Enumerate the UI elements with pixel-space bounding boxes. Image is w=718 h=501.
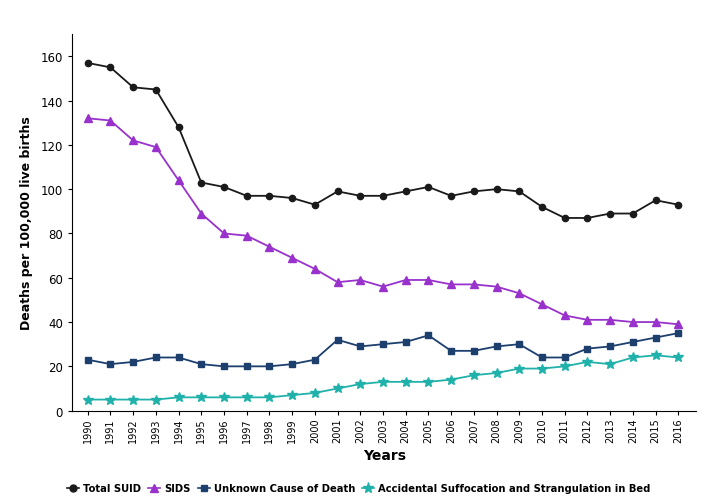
X-axis label: Years: Years xyxy=(363,448,406,462)
Legend: Total SUID, SIDS, Unknown Cause of Death, Accidental Suffocation and Strangulati: Total SUID, SIDS, Unknown Cause of Death… xyxy=(67,483,651,493)
Y-axis label: Deaths per 100,000 live births: Deaths per 100,000 live births xyxy=(20,116,34,330)
